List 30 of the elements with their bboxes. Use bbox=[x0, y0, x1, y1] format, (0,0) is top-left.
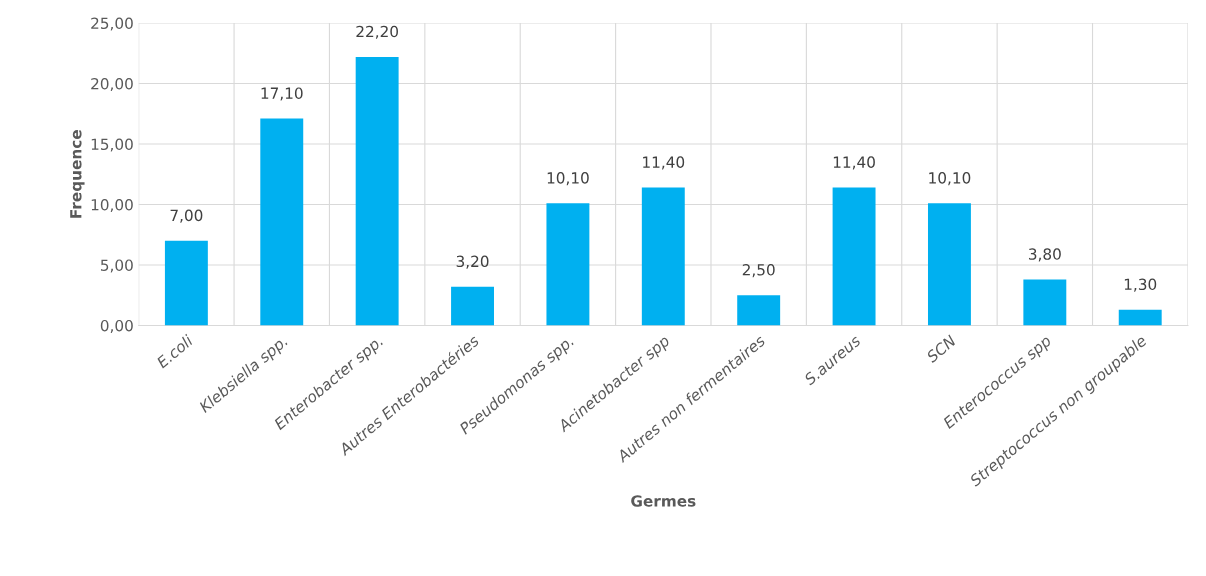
data-label: 17,10 bbox=[261, 87, 303, 101]
data-label: 11,40 bbox=[643, 156, 685, 170]
y-tick-label: 5,00 bbox=[100, 259, 133, 273]
bar bbox=[164, 240, 208, 326]
bar bbox=[1023, 279, 1067, 326]
y-axis-title: Frequence bbox=[70, 130, 85, 218]
bar bbox=[737, 295, 781, 326]
data-label: 11,40 bbox=[833, 156, 875, 170]
y-tick-label: 25,00 bbox=[91, 17, 133, 31]
data-label: 2,50 bbox=[742, 264, 775, 278]
bar bbox=[1118, 309, 1162, 326]
y-tick-label: 20,00 bbox=[91, 77, 133, 92]
y-tick-label: 0,00 bbox=[100, 319, 133, 334]
data-label: 3,80 bbox=[1028, 248, 1061, 262]
data-label: 10,10 bbox=[547, 172, 589, 186]
y-tick-label: 15,00 bbox=[91, 138, 133, 152]
data-label: 7,00 bbox=[170, 209, 203, 223]
bar bbox=[641, 187, 685, 326]
bar bbox=[546, 203, 590, 326]
data-label: 10,10 bbox=[929, 172, 971, 186]
bar bbox=[260, 118, 304, 326]
y-tick-label: 10,00 bbox=[91, 198, 133, 213]
bar bbox=[832, 187, 876, 326]
bar bbox=[355, 56, 399, 326]
bar bbox=[451, 286, 494, 326]
data-label: 1,30 bbox=[1124, 278, 1157, 292]
data-label: 22,20 bbox=[356, 25, 398, 39]
x-axis-title: Germes bbox=[631, 495, 696, 507]
bar bbox=[927, 203, 971, 326]
data-label: 3,20 bbox=[456, 255, 489, 269]
